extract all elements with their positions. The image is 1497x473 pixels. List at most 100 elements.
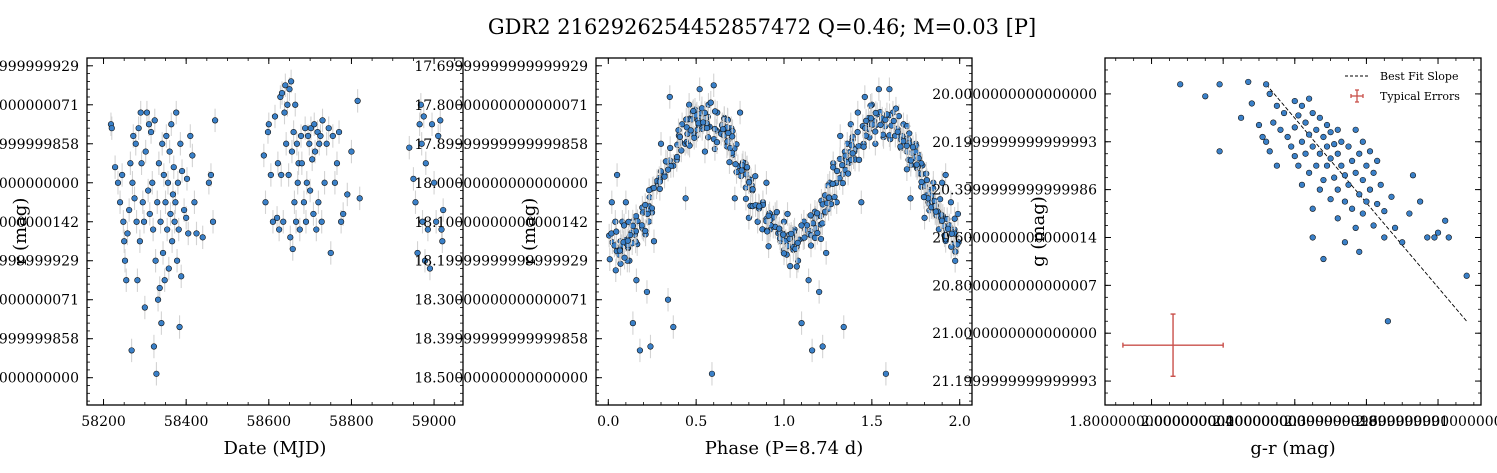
data-point	[298, 160, 305, 167]
data-point	[150, 343, 158, 350]
y-tick-label: 18.10000000000000142	[0, 215, 79, 231]
data-point	[280, 218, 287, 225]
data-point	[1298, 138, 1306, 145]
data-point	[1313, 162, 1320, 169]
data-point	[861, 93, 868, 101]
data-point	[629, 320, 636, 327]
data-point	[1374, 157, 1381, 165]
y-tick-label: 21.1999999999999993	[932, 374, 1097, 390]
data-point	[166, 148, 173, 155]
data-point	[616, 247, 623, 254]
data-point	[951, 215, 958, 222]
data-point	[152, 257, 159, 264]
x-tick-label: 2.0	[949, 414, 971, 430]
data-point	[613, 171, 621, 179]
data-point	[642, 201, 649, 209]
data-point	[294, 179, 301, 186]
x-tick-label: 2.00000000000000000	[1141, 414, 1306, 430]
data-point	[127, 160, 134, 167]
data-point	[406, 144, 413, 151]
data-point	[135, 125, 142, 132]
data-point	[1323, 162, 1331, 169]
data-point	[319, 117, 326, 124]
data-point	[664, 166, 672, 173]
y-tick-label: 18.00000000000000000	[0, 176, 79, 192]
y-tick-label: 20.1999999999999993	[932, 135, 1097, 151]
data-point	[424, 226, 431, 233]
data-point	[701, 148, 709, 155]
axes-frame	[1104, 57, 1482, 406]
data-point	[752, 173, 759, 180]
data-point	[837, 132, 844, 140]
data-point	[1384, 318, 1391, 325]
data-point	[952, 257, 959, 264]
y-tick-label: 18.00000000000000000	[414, 176, 588, 192]
data-point	[1391, 224, 1399, 232]
y-tick-label: 18.50000000000000000	[414, 371, 588, 387]
data-point	[131, 195, 138, 202]
data-point	[178, 273, 185, 280]
data-point	[170, 164, 177, 171]
data-point	[608, 199, 615, 206]
best-fit-slope-line	[1265, 84, 1468, 322]
y-tick-label: 18.10000000000000142	[414, 215, 588, 231]
data-point	[1331, 141, 1338, 148]
data-point	[756, 203, 763, 210]
data-point	[309, 156, 316, 163]
data-point	[302, 218, 310, 225]
data-point	[290, 128, 297, 136]
data-point	[703, 124, 711, 132]
data-point	[724, 138, 731, 145]
data-point	[1291, 97, 1298, 105]
x-tick-label: 58800	[329, 414, 374, 430]
data-point	[1417, 198, 1424, 205]
data-point	[439, 238, 446, 245]
data-point	[1331, 174, 1338, 181]
data-point	[807, 212, 814, 219]
data-point	[814, 229, 821, 237]
data-point	[157, 218, 164, 225]
data-point	[158, 320, 165, 327]
data-point	[1323, 121, 1331, 129]
data-point	[816, 288, 823, 296]
data-point	[617, 260, 624, 267]
data-point	[1363, 198, 1370, 205]
data-point	[155, 160, 162, 167]
data-point	[1313, 126, 1320, 133]
data-point	[1445, 234, 1452, 241]
data-point	[137, 109, 144, 116]
data-point	[417, 101, 424, 108]
data-point	[662, 158, 669, 165]
data-point	[1323, 143, 1331, 150]
data-point	[788, 230, 795, 237]
data-point	[422, 160, 429, 167]
data-point	[420, 113, 427, 120]
data-point	[907, 195, 914, 202]
data-point	[271, 113, 279, 120]
legend: Best Fit Slope Typical Errors	[1345, 70, 1460, 103]
data-point	[1263, 81, 1270, 88]
data-point	[633, 277, 640, 284]
data-point	[844, 170, 852, 177]
data-point	[798, 222, 805, 229]
data-point	[942, 171, 949, 179]
x-tick-label: 1.80000000000000004	[1069, 414, 1234, 430]
data-point	[286, 86, 293, 93]
data-point	[839, 162, 846, 169]
data-point	[903, 142, 910, 149]
y-tick-label: 17.89999999999999858	[0, 137, 79, 153]
data-point	[264, 128, 272, 136]
data-point	[139, 199, 146, 206]
data-point	[1327, 155, 1334, 162]
data-point	[138, 160, 145, 167]
data-point	[920, 194, 928, 201]
data-point	[154, 296, 162, 303]
x-tick-label: 58200	[81, 414, 126, 430]
lightcurve-panel: 58200 58400 58600 58800 59000 17.699999999999…	[0, 57, 464, 459]
data-point	[292, 218, 300, 225]
data-point	[858, 199, 865, 206]
data-point	[798, 320, 805, 327]
data-point	[348, 148, 355, 155]
error-bars	[611, 73, 959, 386]
